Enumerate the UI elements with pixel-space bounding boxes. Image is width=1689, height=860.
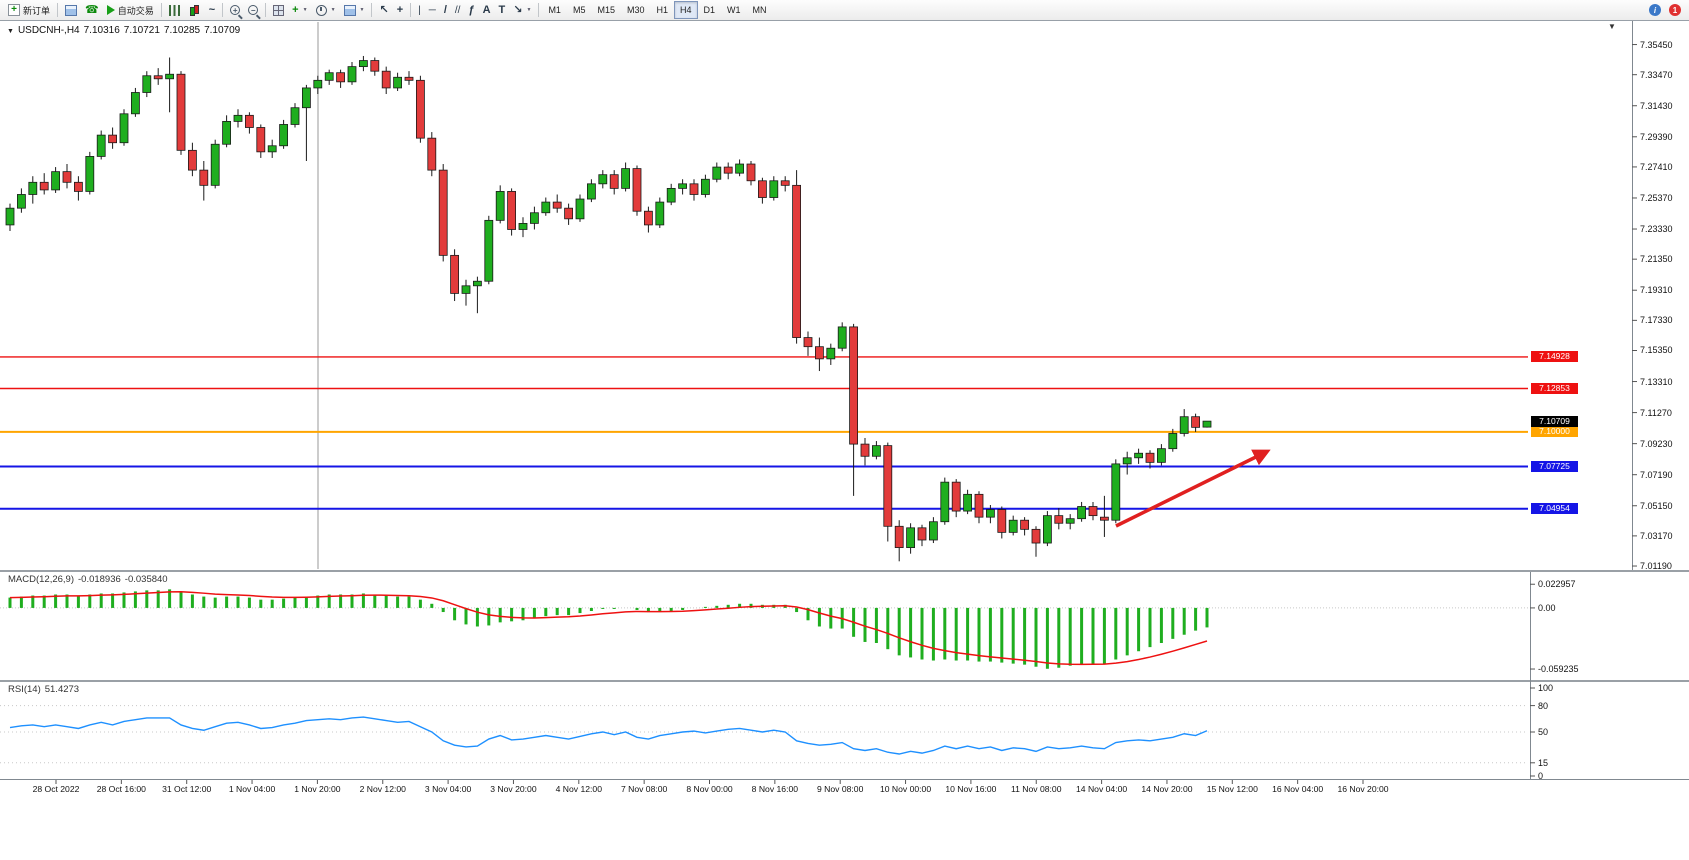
tile-windows-icon: [273, 4, 285, 16]
zoom-in-icon: +: [230, 5, 241, 15]
auto-trading-button[interactable]: 自动交易: [103, 1, 158, 19]
crosshair-button[interactable]: +: [393, 1, 407, 19]
indicators-icon: +: [292, 4, 299, 16]
clock-icon: [315, 4, 327, 16]
timeframe-button-mn[interactable]: MN: [752, 5, 767, 15]
crosshair-icon: +: [396, 3, 404, 16]
toolbar: + 新订单 ☎ 自动交易 ~ + − + ▼ ▼ ▼ ↖ + | ─ / // …: [0, 0, 1689, 21]
timeframe-button-m15[interactable]: M15: [597, 5, 615, 15]
zoom-in-button[interactable]: +: [226, 1, 244, 19]
templates-button[interactable]: ▼: [340, 1, 369, 19]
tile-windows-button[interactable]: [269, 1, 288, 19]
timeframe-button-m1[interactable]: M1: [548, 5, 561, 15]
notification-badge: 1: [1669, 4, 1681, 16]
info-button[interactable]: i: [1645, 1, 1665, 19]
cursor-button[interactable]: ↖: [375, 1, 392, 19]
line-chart-icon: ~: [208, 3, 216, 16]
label-icon: T: [498, 3, 506, 16]
notifications-button[interactable]: 1: [1665, 1, 1685, 19]
auto-trading-label: 自动交易: [117, 5, 154, 16]
macd-signal-line: [9, 591, 1208, 666]
bar-chart-icon: [168, 4, 180, 16]
info-icon: i: [1649, 4, 1661, 16]
new-order-icon: +: [8, 4, 20, 16]
zoom-out-button[interactable]: −: [244, 1, 262, 19]
trend-arrow[interactable]: [1115, 449, 1271, 528]
chevron-down-icon: ▼: [302, 7, 308, 13]
candlestick-chart-icon: [188, 4, 201, 17]
chevron-down-icon: ▼: [330, 7, 336, 13]
timeframe-button-d1[interactable]: D1: [703, 5, 716, 15]
rsi-line: [9, 716, 1208, 755]
timeframe-button-m5[interactable]: M5: [572, 5, 586, 15]
vertical-line-button[interactable]: |: [414, 1, 425, 19]
arrows-icon: ↘: [513, 3, 523, 16]
chevron-down-icon: ▼: [526, 7, 532, 13]
text-icon: A: [482, 3, 491, 16]
vertical-line-icon: |: [418, 4, 421, 16]
trendline-button[interactable]: /: [440, 1, 451, 19]
toolbar-separator: [371, 3, 373, 17]
new-order-label: 新订单: [23, 5, 51, 16]
new-order-button[interactable]: + 新订单: [4, 1, 54, 19]
timeframe-button-h1[interactable]: H1: [656, 5, 669, 15]
label-button[interactable]: T: [495, 1, 510, 19]
timeframe-group: M1 M5 M15 M30 H1 H4 D1 W1 MN: [542, 1, 772, 19]
toolbar-separator: [57, 3, 59, 17]
text-button[interactable]: A: [479, 1, 495, 19]
charts-window-button[interactable]: [61, 1, 81, 19]
indicators-button[interactable]: + ▼: [288, 1, 311, 19]
trendline-icon: /: [443, 3, 447, 16]
fibonacci-icon: ƒ: [468, 3, 475, 16]
phone-icon: ☎: [85, 3, 99, 16]
cursor-icon: ↖: [379, 3, 389, 16]
arrows-button[interactable]: ↘ ▼: [509, 1, 535, 19]
toolbar-separator: [410, 3, 412, 17]
toolbar-separator: [160, 3, 162, 17]
channel-icon: //: [454, 4, 461, 16]
horizontal-line-button[interactable]: ─: [425, 1, 440, 19]
line-chart-button[interactable]: ~: [205, 1, 219, 19]
macd-histogram: [8, 589, 1209, 669]
candlestick-chart-button[interactable]: [184, 1, 205, 19]
zoom-out-icon: −: [248, 5, 259, 15]
charts-window-icon: [65, 4, 78, 16]
timeframe-button-m30[interactable]: M30: [626, 5, 645, 15]
timeframe-button-h4[interactable]: H4: [674, 1, 698, 19]
periods-button[interactable]: ▼: [312, 1, 340, 19]
candlesticks: [5, 55, 1212, 562]
channel-button[interactable]: //: [451, 1, 465, 19]
horizontal-line-icon: ─: [428, 4, 436, 16]
toolbar-separator: [538, 3, 540, 17]
template-icon: [343, 4, 356, 16]
bar-chart-button[interactable]: [165, 1, 184, 19]
toolbar-separator: [265, 3, 267, 17]
fibonacci-button[interactable]: ƒ: [464, 1, 478, 19]
toolbar-separator: [222, 3, 224, 17]
timeframe-button-w1[interactable]: W1: [727, 5, 741, 15]
auto-trading-play-icon: [106, 5, 115, 15]
chevron-down-icon: ▼: [359, 7, 365, 13]
support-button[interactable]: ☎: [81, 1, 103, 19]
